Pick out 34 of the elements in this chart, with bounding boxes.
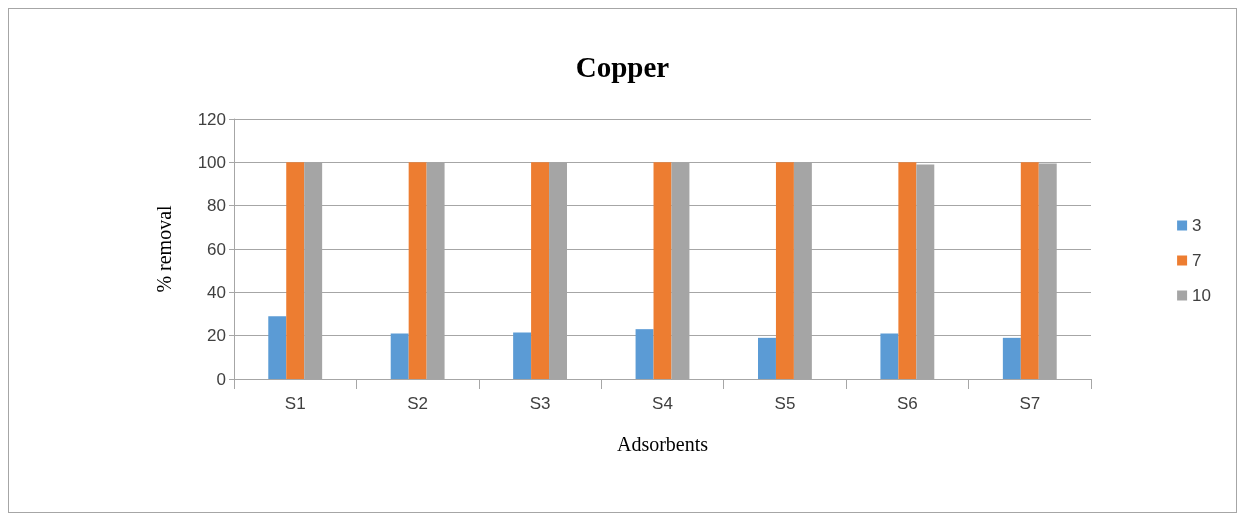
bar [286, 162, 305, 379]
x-tick-label: S5 [774, 394, 796, 413]
bar [898, 162, 917, 379]
x-tick-label: S7 [1019, 394, 1041, 413]
y-tick-label: 60 [207, 239, 226, 259]
bar [408, 162, 427, 379]
y-tick-label: 100 [197, 152, 226, 172]
x-tick-label: S2 [407, 394, 429, 413]
legend-label: 7 [1192, 251, 1202, 270]
legend-label: 3 [1192, 216, 1202, 235]
bar [1002, 337, 1021, 379]
y-tick-label: 20 [207, 326, 226, 346]
x-tick-label: S3 [529, 394, 551, 413]
bar [531, 162, 550, 379]
bar [653, 162, 672, 379]
y-tick-label: 0 [216, 369, 226, 389]
y-tick-label: 40 [207, 282, 226, 302]
chart-title: Copper [575, 50, 670, 83]
x-tick-label: S6 [896, 394, 918, 413]
bar [513, 332, 532, 379]
bar [757, 337, 776, 379]
y-tick-label: 80 [207, 196, 226, 216]
bar [268, 316, 287, 379]
x-tick-label: S1 [284, 394, 306, 413]
bar [390, 333, 409, 379]
x-tick-label: S4 [652, 394, 673, 413]
bar [1020, 162, 1039, 379]
y-tick-label: 120 [197, 109, 226, 129]
bar [880, 333, 899, 379]
legend-label: 10 [1192, 286, 1212, 305]
x-axis-title: Adsorbents [616, 433, 709, 455]
y-axis-title: % removal [153, 204, 175, 293]
bar [775, 162, 794, 379]
bar [635, 329, 654, 379]
